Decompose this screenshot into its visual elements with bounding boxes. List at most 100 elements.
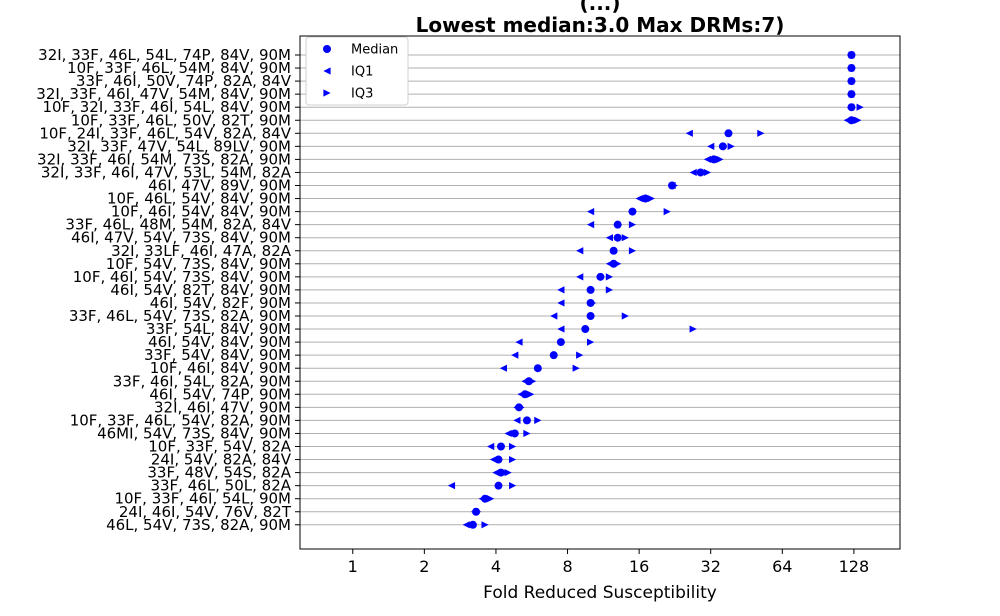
x-axis-title: Fold Reduced Susceptibility: [483, 583, 717, 603]
iq3-point: [689, 325, 697, 333]
median-point: [468, 520, 477, 529]
iq1-point: [586, 221, 595, 229]
median-point: [613, 233, 622, 242]
median-point: [510, 429, 519, 438]
iq3-point: [670, 181, 678, 190]
median-point: [628, 207, 637, 216]
median-point: [696, 168, 705, 177]
y-tick-label: 10F, 33F, 46I, 54L, 90M: [114, 490, 291, 508]
y-tick-label: 32I, 33F, 46I, 47V, 54M, 84V, 90M: [36, 85, 291, 103]
iq3-point: [856, 103, 864, 111]
iq3-point: [509, 482, 517, 490]
iq3-point: [605, 286, 614, 294]
iq1-point: [521, 377, 529, 385]
iq1-point: [511, 351, 519, 359]
y-tick-label: 10F, 33F, 54V, 82A: [148, 438, 291, 456]
iq1-point: [847, 103, 855, 111]
iq3-point: [716, 155, 724, 163]
median-point: [522, 416, 531, 425]
plot-area-frame: [299, 35, 901, 550]
iq3-point: [848, 64, 856, 72]
median-point: [556, 338, 565, 347]
y-tick-label: 10F, 33F, 46L, 50V, 82T, 90M: [71, 111, 291, 129]
median-point: [613, 220, 622, 229]
iq3-point: [727, 142, 735, 150]
iq3-point: [504, 469, 512, 477]
y-tick-label: 32I, 33F, 46I, 47V, 53L, 54M, 82A: [41, 163, 292, 181]
x-tick-label: 4: [491, 557, 501, 576]
median-point: [494, 481, 503, 490]
iq1-point: [843, 116, 851, 124]
iq1-point: [557, 299, 565, 307]
iq1-point: [550, 312, 558, 320]
iq3-point: [647, 194, 655, 203]
y-tick-label: 10F, 33F, 46L, 54M, 84V, 90M: [67, 59, 291, 77]
iq1-point: [499, 364, 508, 372]
iq3-point: [523, 429, 531, 438]
x-tick-label: 2: [419, 557, 429, 576]
iq1-point: [605, 260, 614, 268]
x-tick-label: 32: [701, 557, 721, 576]
iq3-point: [703, 168, 712, 177]
iq3-point: [487, 495, 495, 503]
y-tick-label: 46I, 47V, 89V, 90M: [148, 177, 291, 195]
legend-iq3-label: IQ3: [351, 87, 373, 102]
y-tick-label: 33F, 54V, 84V, 90M: [144, 346, 291, 364]
median-point: [724, 129, 733, 138]
median-point: [586, 312, 595, 320]
y-tick-label: 10F, 46I, 54V, 84V, 90M: [111, 203, 291, 221]
iq1-point: [515, 338, 523, 346]
iq3-point: [605, 273, 614, 281]
iq1-point: [489, 455, 497, 464]
iq1-point: [685, 129, 693, 137]
iq3-point: [586, 338, 595, 346]
median-point: [596, 272, 605, 281]
iq1-point: [517, 390, 525, 398]
legend-median-marker: [323, 45, 331, 53]
y-tick-label: 10F, 33F, 46L, 54V, 82A, 90M: [70, 411, 291, 429]
iq1-point: [703, 155, 712, 163]
iq1-point: [487, 442, 495, 451]
y-tick-label: 32I, 46I, 47V, 90M: [154, 398, 291, 416]
iq1-point: [462, 521, 470, 529]
median-point: [496, 442, 505, 451]
chart-title-line-1: (...): [579, 0, 621, 15]
legend-median-label: Median: [351, 43, 398, 58]
iq1-point: [478, 495, 486, 503]
y-tick-label: 33F, 46L, 54V, 73S, 82A, 90M: [69, 307, 291, 325]
y-tick-label: 46L, 54V, 73S, 82A, 90M: [106, 516, 291, 534]
iq3-point: [576, 351, 584, 359]
iq1-point: [635, 194, 643, 203]
iq3-point: [621, 312, 629, 320]
iq1-point: [447, 482, 456, 490]
iq1-point: [586, 208, 595, 216]
iq3-point: [528, 377, 537, 385]
median-point: [581, 325, 590, 334]
iq1-point: [576, 273, 584, 281]
median-point: [709, 155, 718, 164]
x-tick-label: 128: [839, 557, 870, 576]
iq3-point: [481, 521, 489, 529]
median-point: [609, 246, 618, 255]
iq3-point: [589, 299, 597, 307]
median-point: [718, 142, 727, 151]
iq1-point: [492, 469, 500, 477]
y-tick-label: 24I, 46I, 54V, 76V, 82T: [119, 503, 292, 521]
y-tick-label: 10F, 46L, 54V, 84V, 90M: [107, 190, 291, 208]
y-tick-label: 46I, 54V, 82T, 84V, 90M: [110, 281, 291, 299]
iq3-point: [534, 416, 542, 424]
iq3-point: [572, 364, 580, 372]
legend: Median IQ1 IQ3: [305, 36, 409, 106]
x-tick-label: 64: [772, 557, 792, 576]
iq3-point: [517, 403, 525, 411]
y-tick-label: 33F, 54L, 84V, 90M: [146, 320, 291, 338]
iq1-point: [605, 234, 614, 242]
y-tick-label: 10F, 46I, 84V, 90M: [150, 359, 291, 377]
iq3-point: [757, 129, 765, 137]
y-tick-label: 33F, 46L, 48M, 54M, 82A, 84V: [65, 216, 291, 234]
y-tick-label: 46I, 54V, 84V, 90M: [148, 333, 291, 351]
y-tick-label: 32I, 33F, 46L, 54L, 74P, 84V, 90M: [38, 46, 291, 64]
y-tick-label: 10F, 32I, 33F, 46I, 54L, 84V, 90M: [43, 98, 292, 116]
median-point: [586, 285, 595, 294]
